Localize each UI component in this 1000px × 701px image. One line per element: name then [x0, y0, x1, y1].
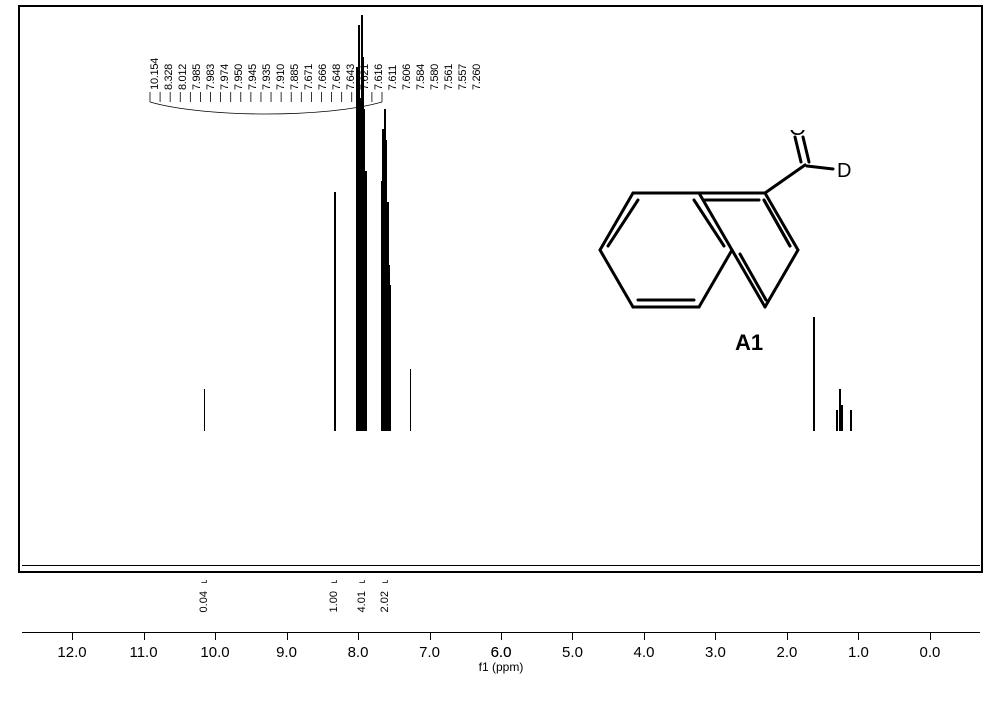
- x-tick: [501, 632, 502, 640]
- peak-pick: 7.885: [288, 64, 302, 90]
- svg-text:O: O: [789, 130, 806, 140]
- peak-pick: 7.985: [190, 64, 204, 90]
- peak-pick: 7.983: [204, 64, 218, 90]
- x-tick-label: 7.0: [419, 644, 440, 661]
- peak-pick: 7.584: [414, 64, 428, 90]
- peak-pick: 7.910: [274, 64, 288, 90]
- x-tick-label: 10.0: [200, 644, 229, 661]
- peak-pick: 7.950: [232, 64, 246, 90]
- peak-pick: 7.621: [358, 64, 372, 90]
- x-tick: [572, 632, 573, 640]
- peak: [841, 405, 843, 431]
- peak: [204, 389, 205, 431]
- peak: [334, 192, 336, 431]
- x-tick: [287, 632, 288, 640]
- peak-pick: 7.935: [260, 64, 274, 90]
- integral-label: 4.01 ⌐: [356, 576, 368, 612]
- x-tick: [72, 632, 73, 640]
- integral: 0.04 ⌐: [198, 576, 210, 612]
- peak: [850, 410, 852, 431]
- x-tick-label: 1.0: [848, 644, 869, 661]
- integral-label: 1.00 ⌐: [328, 576, 340, 612]
- x-tick: [930, 632, 931, 640]
- peak-pick: 7.616: [372, 64, 386, 90]
- integral-label: 2.02 ⌐: [379, 576, 391, 612]
- peak-pick: 7.557: [456, 64, 470, 90]
- x-tick-label: 12.0: [57, 644, 86, 661]
- x-tick-label: 9.0: [276, 644, 297, 661]
- peak-pick: 7.671: [302, 64, 316, 90]
- integral: 4.01 ⌐: [356, 576, 368, 612]
- x-axis-label-number: 6.0: [491, 644, 512, 661]
- x-tick: [644, 632, 645, 640]
- x-tick-label: 2.0: [777, 644, 798, 661]
- peak: [813, 317, 815, 431]
- peak-pick-list: 10.1548.3288.0127.9857.9837.9747.9507.94…: [148, 20, 484, 90]
- baseline: [22, 565, 980, 566]
- peak-pick: 8.328: [162, 64, 176, 90]
- peak-pick: 7.648: [330, 64, 344, 90]
- peak-pick: 7.260: [470, 64, 484, 90]
- svg-text:D: D: [837, 160, 851, 182]
- x-tick-label: 8.0: [348, 644, 369, 661]
- x-tick: [787, 632, 788, 640]
- x-tick: [858, 632, 859, 640]
- peak-pick: 7.611: [386, 65, 400, 90]
- peak-pick: 7.945: [246, 64, 260, 90]
- x-tick-label: 3.0: [705, 644, 726, 661]
- integrals-region: 0.04 ⌐ 1.00 ⌐ 4.01 ⌐ 2.02 ⌐: [0, 576, 1000, 620]
- molecular-structure: OD: [570, 130, 880, 315]
- x-tick: [144, 632, 145, 640]
- x-tick: [430, 632, 431, 640]
- peak-pick: 7.974: [218, 64, 232, 90]
- integral-label: 0.04 ⌐: [198, 576, 210, 612]
- x-tick-label: 5.0: [562, 644, 583, 661]
- x-tick-label: 4.0: [634, 644, 655, 661]
- structure-label: A1: [735, 330, 763, 356]
- peak-pick: 7.580: [428, 64, 442, 90]
- peak-pick: 10.154: [148, 58, 162, 90]
- pick-tree: [146, 92, 386, 122]
- x-axis-label: f1 (ppm): [479, 660, 524, 674]
- peak: [836, 410, 838, 431]
- peak-pick: 7.561: [442, 64, 456, 90]
- x-tick: [358, 632, 359, 640]
- peak-pick: 7.643: [344, 64, 358, 90]
- peak-pick: 7.666: [316, 64, 330, 90]
- x-tick-label: 0.0: [920, 644, 941, 661]
- peak: [410, 369, 411, 431]
- x-axis: 12.011.010.09.08.07.06.05.04.03.02.01.00…: [22, 632, 980, 633]
- integral: 2.02 ⌐: [379, 576, 391, 612]
- peak: [389, 285, 391, 431]
- peak: [365, 171, 367, 431]
- x-tick: [715, 632, 716, 640]
- x-tick-label: 11.0: [129, 644, 157, 661]
- peak-pick: 7.606: [400, 64, 414, 90]
- peak-pick: 8.012: [176, 64, 190, 90]
- integral: 1.00 ⌐: [328, 576, 340, 612]
- x-tick: [215, 632, 216, 640]
